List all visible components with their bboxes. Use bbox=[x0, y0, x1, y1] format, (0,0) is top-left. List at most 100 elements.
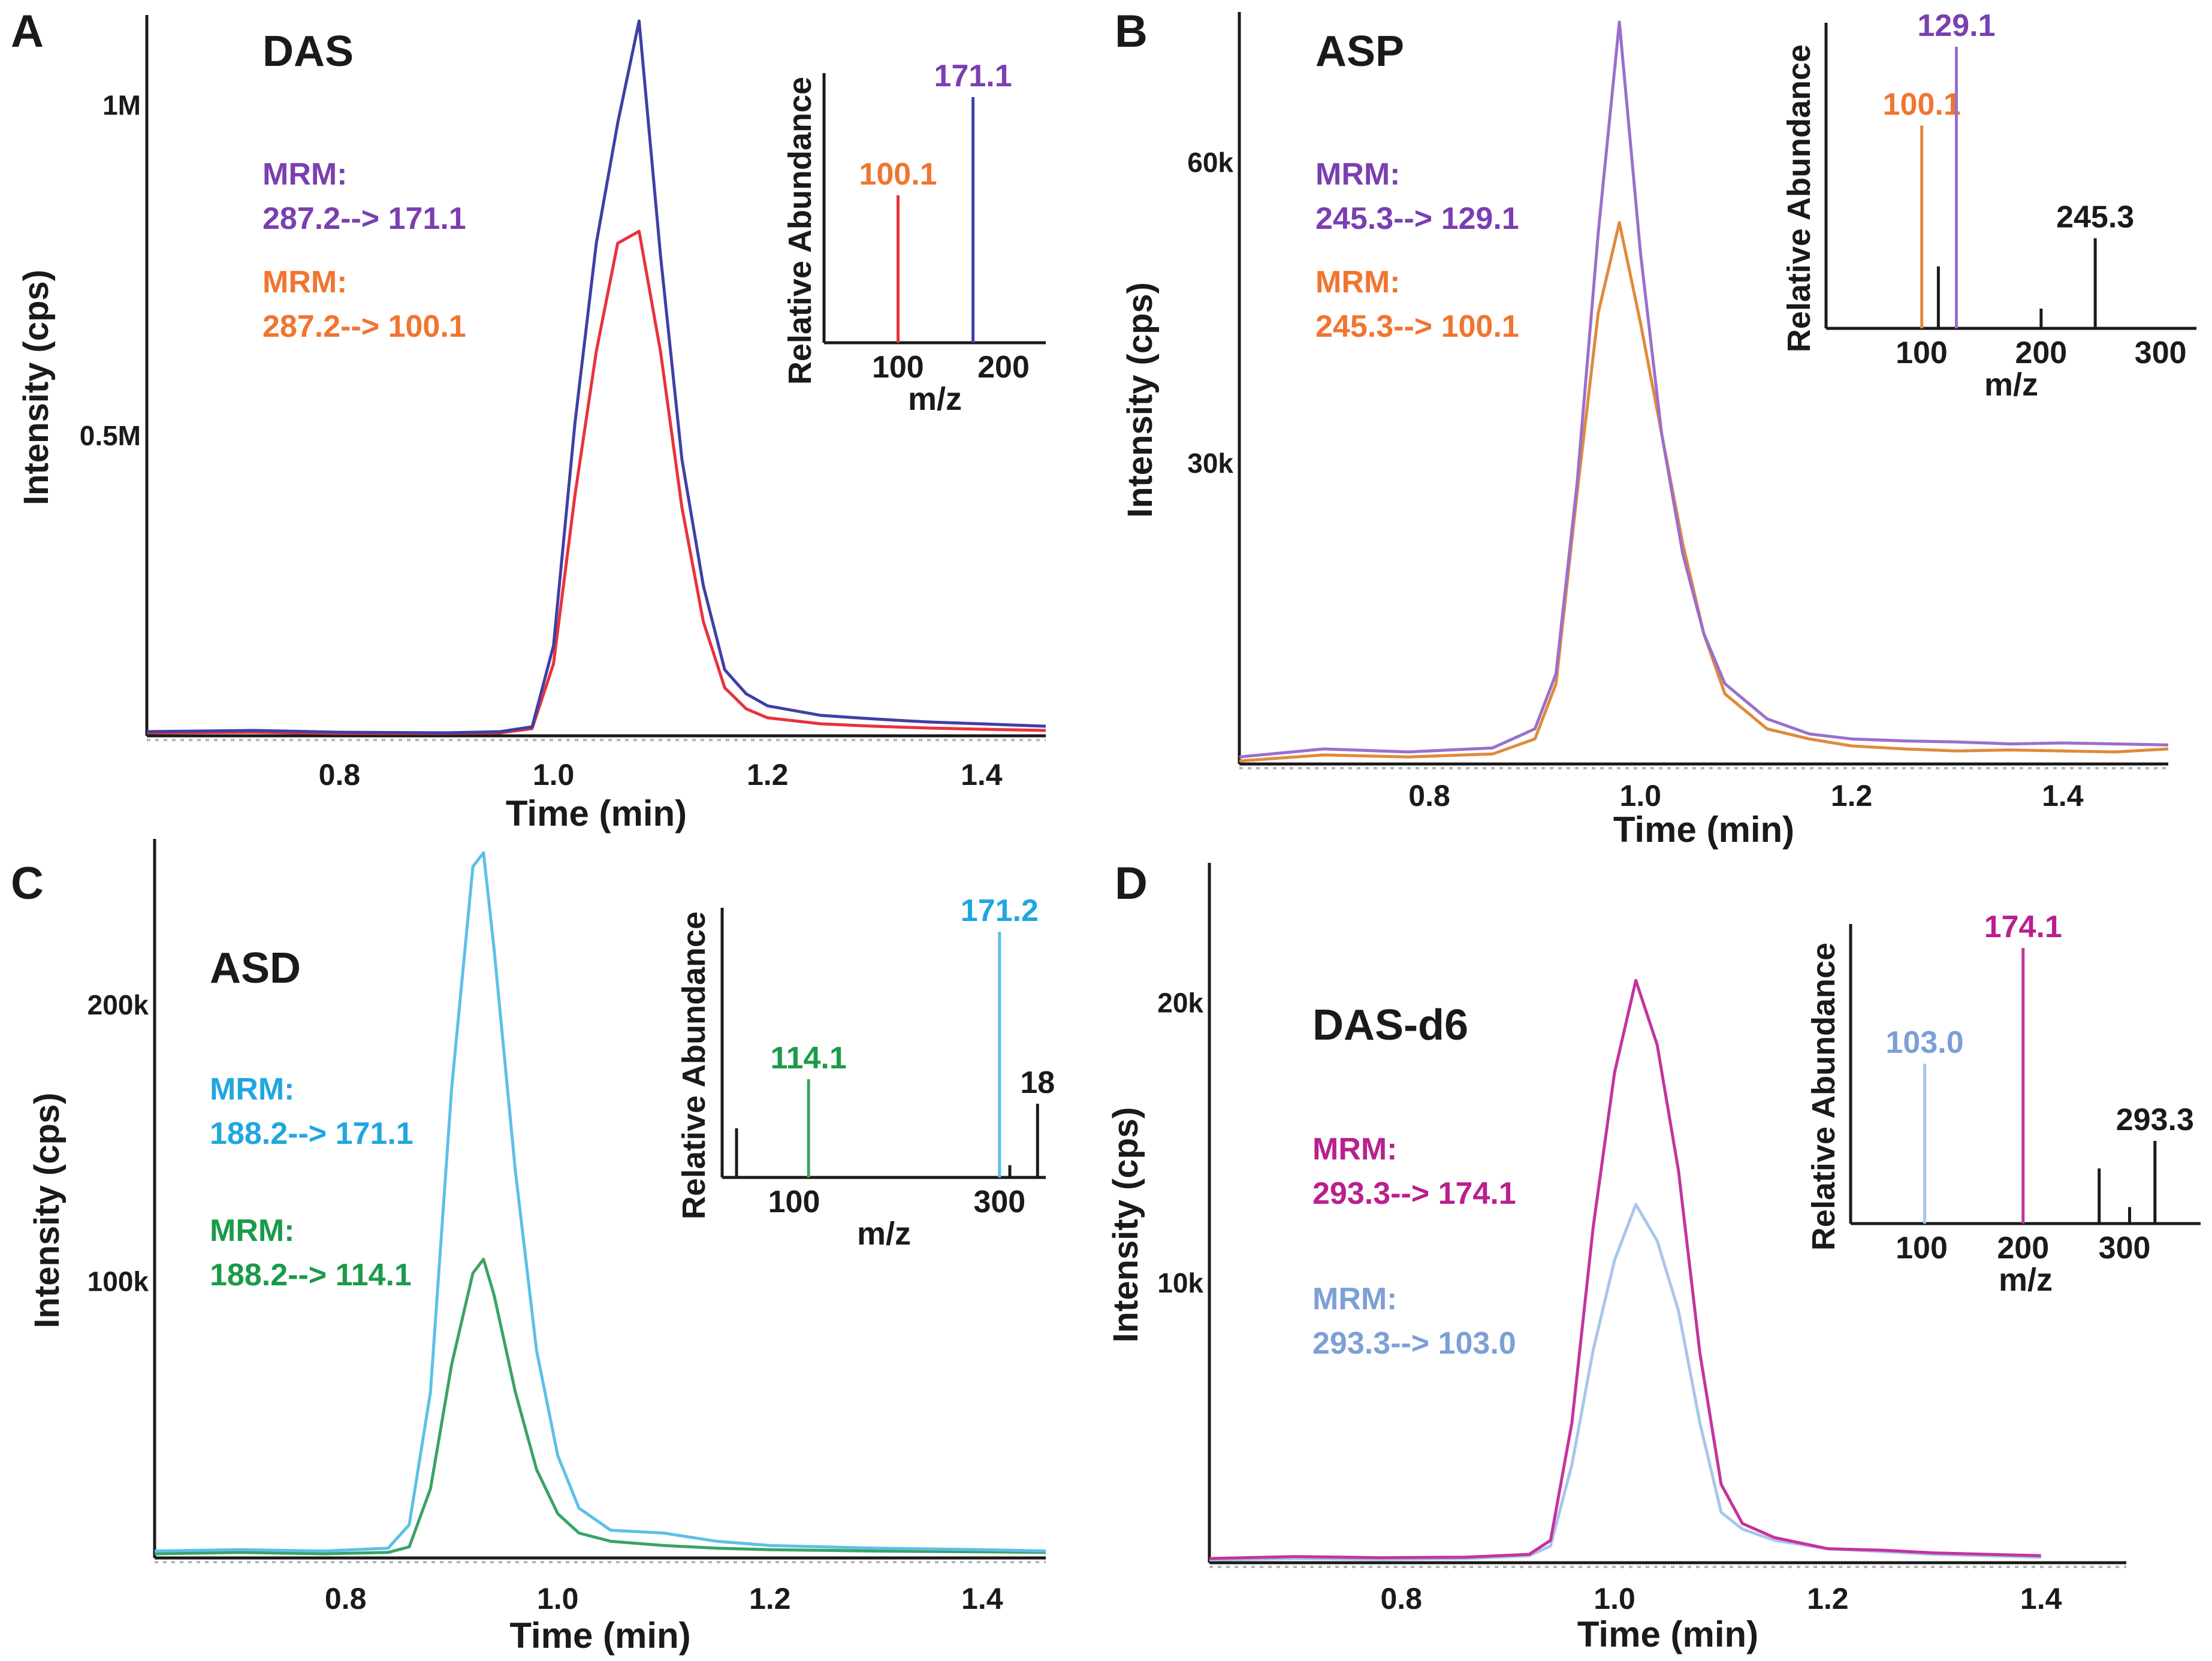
inset-spectrum: 100.1 171.1 100 200 m/z Relative Abundance bbox=[782, 59, 1046, 417]
x-tick-label: 1.4 bbox=[2042, 779, 2084, 813]
legend-mrm-label: MRM: bbox=[262, 157, 348, 192]
compound-title: ASP bbox=[1315, 28, 1404, 76]
trace-245-3-100-1 bbox=[1239, 221, 2169, 763]
inset-x-axis-label: m/z bbox=[908, 381, 962, 417]
y-axis-label: Intensity (cps) bbox=[1121, 282, 1160, 518]
spectrum-peak-label: 171.2 bbox=[961, 893, 1039, 928]
spectrum-peak-label: 103.0 bbox=[1886, 1025, 1964, 1060]
compound-title: ASD bbox=[210, 944, 301, 992]
panel-a: A 0.8 1.0 1.2 1.4 0.5M 1M Time (min) Intensity (… bbox=[11, 6, 1046, 833]
x-axis-label: Time (min) bbox=[506, 793, 687, 833]
legend-transition: 245.3--> 129.1 bbox=[1315, 201, 1519, 236]
legend-transition: 188.2--> 114.1 bbox=[210, 1258, 412, 1292]
x-tick-label: 1.0 bbox=[533, 758, 575, 792]
legend-mrm-label: MRM: bbox=[1315, 265, 1401, 300]
spectrum-peak-label: 100.1 bbox=[859, 157, 937, 192]
y-axis-label: Intensity (cps) bbox=[17, 270, 56, 505]
x-tick-label: 1.0 bbox=[1594, 1582, 1635, 1615]
x-tick-label: 1.4 bbox=[961, 758, 1003, 792]
spectrum-peak-label: 171.1 bbox=[934, 59, 1012, 93]
x-tick-label: 0.8 bbox=[325, 1582, 367, 1615]
legend-mrm-label: MRM: bbox=[210, 1072, 295, 1107]
inset-x-tick-label: 200 bbox=[2015, 336, 2067, 370]
y-tick-label: 100k bbox=[87, 1266, 149, 1297]
x-axis-label: Time (min) bbox=[509, 1615, 690, 1656]
inset-x-axis-label: m/z bbox=[857, 1216, 911, 1252]
spectrum-peak-label: 100.1 bbox=[1883, 87, 1961, 122]
inset-spectrum: 103.0 174.1 293.3 100 200 300 m/z Relative Abun… bbox=[1806, 910, 2201, 1298]
trace-188-2-171-1 bbox=[154, 851, 1046, 1553]
inset-x-tick-label: 100 bbox=[768, 1185, 820, 1219]
trace-245-3-129-1 bbox=[1239, 20, 2169, 759]
trace-287-2-100-1 bbox=[146, 229, 1046, 735]
x-tick-label: 1.4 bbox=[961, 1582, 1003, 1615]
y-tick-label: 1M bbox=[102, 89, 141, 120]
legend-transition: 287.2--> 100.1 bbox=[262, 309, 466, 344]
y-axis-label: Intensity (cps) bbox=[28, 1092, 67, 1328]
x-tick-label: 0.8 bbox=[1380, 1582, 1422, 1615]
inset-x-tick-label: 300 bbox=[2135, 336, 2187, 370]
inset-y-axis-label: Relative Abundance bbox=[782, 77, 818, 385]
legend-transition: 188.2--> 171.1 bbox=[210, 1116, 414, 1151]
legend-transition: 245.3--> 100.1 bbox=[1315, 309, 1519, 344]
inset-x-tick-label: 200 bbox=[1997, 1231, 2049, 1266]
spectrum-peak-label: 18 bbox=[1020, 1065, 1055, 1100]
inset-x-axis-label: m/z bbox=[1984, 367, 2038, 403]
spectrum-peak-label: 293.3 bbox=[2116, 1103, 2194, 1137]
inset-x-axis-label: m/z bbox=[1999, 1262, 2053, 1298]
inset-x-tick-label: 100 bbox=[872, 350, 924, 385]
legend-transition: 293.3--> 174.1 bbox=[1312, 1176, 1516, 1211]
x-tick-label: 1.2 bbox=[1807, 1582, 1849, 1615]
spectrum-peak-label: 174.1 bbox=[1984, 910, 2062, 944]
legend-mrm-label: MRM: bbox=[262, 265, 348, 300]
legend-mrm-label: MRM: bbox=[1315, 157, 1401, 192]
trace-188-2-114-1 bbox=[154, 1258, 1046, 1556]
inset-y-axis-label: Relative Abundance bbox=[1806, 943, 1842, 1251]
legend-transition: 287.2--> 171.1 bbox=[262, 201, 466, 236]
x-tick-label: 1.4 bbox=[2020, 1582, 2062, 1615]
inset-x-tick-label: 300 bbox=[973, 1185, 1025, 1219]
x-tick-label: 1.0 bbox=[1620, 779, 1662, 813]
x-tick-label: 1.2 bbox=[1831, 779, 1873, 813]
trace-293-3-174-1 bbox=[1209, 979, 2041, 1560]
x-tick-label: 1.2 bbox=[747, 758, 789, 792]
panel-letter: C bbox=[11, 858, 44, 909]
inset-x-tick-label: 300 bbox=[2099, 1231, 2151, 1266]
y-axis-label: Intensity (cps) bbox=[1106, 1107, 1145, 1342]
panel-letter: B bbox=[1115, 6, 1148, 57]
y-tick-label: 10k bbox=[1157, 1267, 1203, 1298]
y-tick-label: 20k bbox=[1157, 987, 1203, 1019]
x-tick-label: 0.8 bbox=[1408, 779, 1450, 813]
legend-mrm-label: MRM: bbox=[1312, 1282, 1398, 1316]
legend-mrm-label: MRM: bbox=[210, 1213, 295, 1248]
inset-x-tick-label: 100 bbox=[1896, 336, 1948, 370]
x-axis-label: Time (min) bbox=[1613, 810, 1794, 850]
y-tick-label: 60k bbox=[1187, 147, 1233, 178]
panel-c: C 0.8 1.0 1.2 1.4 100k 200k Time (min) Intensity… bbox=[11, 839, 1055, 1656]
x-axis-label: Time (min) bbox=[1577, 1614, 1758, 1654]
y-tick-label: 200k bbox=[87, 989, 149, 1020]
trace-287-2-171-1 bbox=[146, 19, 1046, 735]
inset-x-tick-label: 100 bbox=[1896, 1231, 1948, 1266]
legend-mrm-label: MRM: bbox=[1312, 1132, 1398, 1167]
y-tick-label: 30k bbox=[1187, 448, 1233, 479]
panel-d: D 0.8 1.0 1.2 1.4 10k 20k Time (min) Intensity (… bbox=[1106, 858, 2201, 1654]
legend-transition: 293.3--> 103.0 bbox=[1312, 1326, 1516, 1361]
spectrum-peak-label: 114.1 bbox=[771, 1041, 847, 1076]
compound-title: DAS-d6 bbox=[1312, 1001, 1468, 1049]
y-tick-label: 0.5M bbox=[80, 420, 141, 451]
panel-letter: A bbox=[11, 6, 44, 57]
compound-title: DAS bbox=[262, 28, 354, 76]
inset-spectrum: 100.1 129.1 245.3 100 200 300 m/z Relative Abun… bbox=[1781, 8, 2196, 403]
spectrum-peak-label: 129.1 bbox=[1917, 8, 1995, 43]
inset-y-axis-label: Relative Abundance bbox=[1781, 44, 1817, 352]
inset-y-axis-label: Relative Abundance bbox=[676, 911, 712, 1219]
inset-x-tick-label: 200 bbox=[977, 350, 1030, 385]
inset-spectrum: 114.1 171.2 18 100 300 m/z Relative Abundance bbox=[676, 893, 1055, 1252]
x-tick-label: 0.8 bbox=[319, 758, 361, 792]
x-tick-label: 1.0 bbox=[537, 1582, 579, 1615]
panel-b: B 0.8 1.0 1.2 1.4 30k 60k Time (min) Intensity (… bbox=[1115, 6, 2196, 850]
x-tick-label: 1.2 bbox=[749, 1582, 791, 1615]
spectrum-peak-label: 245.3 bbox=[2056, 200, 2134, 235]
